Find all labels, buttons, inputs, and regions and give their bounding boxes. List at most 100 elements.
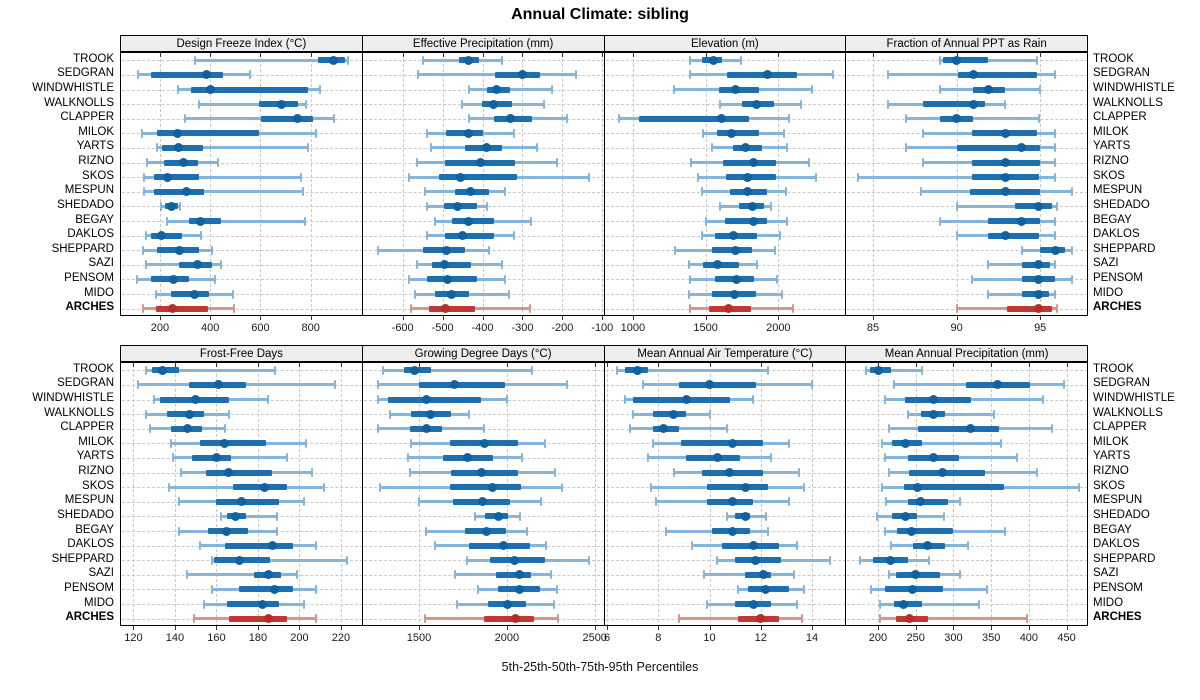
whisker-cap-p5 (876, 511, 879, 521)
whisker-cap-p95 (726, 424, 729, 434)
panel-plot-design-freeze-index-c (120, 52, 363, 316)
x-tick-label: 220 (331, 632, 351, 644)
station-label-left-mido: MIDO (83, 596, 114, 609)
median-dot (749, 216, 759, 226)
whisker-cap-p5 (701, 128, 704, 138)
whisker-cap-p95 (555, 158, 558, 168)
whisker-cap-p95 (810, 85, 813, 95)
axis-tick-top (811, 363, 813, 367)
axis-tick-top (418, 363, 420, 367)
whisker-cap-p95 (708, 409, 711, 419)
axis-tick-bottom (877, 626, 879, 630)
whisker-cap-p5 (955, 201, 958, 211)
station-label-left-begay: BEGAY (75, 213, 114, 226)
whisker-cap-p5 (970, 274, 973, 284)
median-dot (479, 438, 489, 448)
whisker-cap-p95 (786, 216, 789, 226)
station-label-right-sazi: SAZI (1093, 257, 1119, 270)
x-tick-label: -500 (431, 322, 454, 334)
iqr-bar (153, 174, 200, 181)
station-label-right-daklos: DAKLOS (1093, 228, 1140, 241)
whisker-cap-p95 (1054, 172, 1057, 182)
whisker-line (382, 368, 532, 372)
median-dot (292, 114, 302, 124)
gridline-v (877, 364, 879, 625)
x-tick-label: 140 (165, 632, 185, 644)
gridline-h (122, 279, 362, 281)
whisker-cap-p5 (186, 570, 189, 580)
iqr-bar (157, 130, 260, 137)
gridline-v (915, 364, 917, 625)
iqr-bar (896, 528, 954, 535)
station-label-left-arches: ARCHES (65, 611, 114, 624)
median-dot (993, 380, 1003, 390)
iqr-bar (496, 571, 531, 578)
median-dot (712, 453, 722, 463)
median-dot (1050, 245, 1060, 255)
station-label-left-begay: BEGAY (75, 523, 114, 536)
iqr-bar (224, 542, 294, 549)
axis-tick-bottom (632, 316, 634, 320)
panel-plot-mean-annual-air-temperature-c (603, 362, 847, 626)
station-label-right-clapper: CLAPPER (1093, 421, 1147, 434)
median-dot (724, 304, 734, 314)
whisker-line (143, 175, 302, 179)
whisker-cap-p5 (192, 614, 195, 624)
whisker-cap-p95 (756, 260, 759, 270)
station-label-left-walknolls: WALKNOLLS (44, 406, 114, 419)
whisker-cap-p95 (220, 260, 223, 270)
median-dot (762, 70, 772, 80)
x-tick-label: 250 (906, 632, 925, 644)
whisker-cap-p95 (302, 599, 305, 609)
whisker-line (956, 204, 1057, 208)
median-dot (727, 128, 737, 138)
whisker-cap-p95 (808, 158, 811, 168)
gridline-v (1066, 364, 1068, 625)
whisker-cap-p5 (211, 584, 214, 594)
station-label-right-arches: ARCHES (1093, 611, 1142, 624)
whisker-cap-p95 (1077, 482, 1080, 492)
median-dot (1000, 187, 1010, 197)
whisker-cap-p95 (985, 584, 988, 594)
whisker-cap-p5 (467, 114, 470, 124)
whisker-cap-p95 (216, 158, 219, 168)
x-tick-label: 200 (868, 632, 888, 644)
whisker-cap-p95 (787, 114, 790, 124)
whisker-cap-p5 (884, 453, 887, 463)
whisker-cap-p95 (783, 128, 786, 138)
median-dot (912, 482, 922, 492)
median-dot (908, 584, 918, 594)
median-dot (748, 599, 758, 609)
median-dot (705, 380, 714, 390)
median-dot (885, 555, 895, 565)
median-dot (214, 380, 224, 390)
whisker-cap-p95 (210, 245, 213, 255)
whisker-cap-p5 (409, 468, 412, 478)
axis-tick-top (873, 53, 874, 57)
axis-tick-top (607, 363, 609, 367)
gridline-v (522, 54, 524, 315)
median-dot (236, 497, 246, 507)
station-label-right-clapper: CLAPPER (1093, 111, 1147, 124)
whisker-cap-p5 (689, 55, 692, 65)
axis-tick-bottom (1066, 626, 1068, 630)
iqr-bar (156, 305, 208, 312)
median-dot (465, 187, 475, 197)
gridline-h (605, 414, 846, 416)
median-dot (730, 289, 740, 299)
whisker-cap-p95 (529, 304, 532, 314)
whisker-line (156, 146, 309, 150)
panel-header-elevation-m: Elevation (m) (603, 35, 847, 52)
whisker-cap-p5 (736, 584, 739, 594)
median-dot (728, 497, 738, 507)
iqr-bar (917, 425, 1000, 432)
median-dot (729, 231, 739, 241)
axis-tick-bottom (133, 626, 135, 630)
whisker-cap-p5 (887, 99, 890, 109)
median-dot (510, 555, 520, 565)
x-tick-label: 14 (805, 632, 819, 644)
whisker-cap-p95 (1037, 114, 1040, 124)
whisker-cap-p95 (545, 541, 548, 551)
station-label-left-rizno: RIZNO (78, 465, 114, 478)
